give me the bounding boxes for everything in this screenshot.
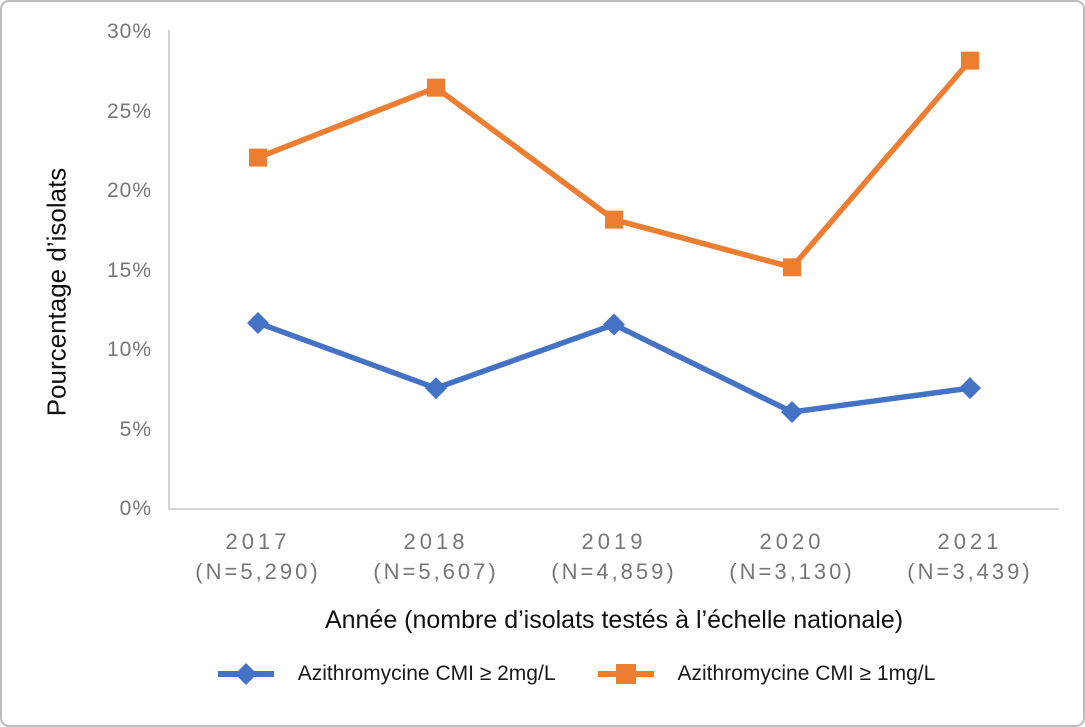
data-point-diamond (781, 401, 803, 424)
category-year: 2020 (759, 529, 825, 554)
y-tick-label: 20% (106, 179, 152, 202)
y-tick-label: 30% (106, 20, 152, 43)
category-year: 2017 (225, 529, 291, 554)
data-point-diamond (247, 311, 269, 334)
category-year: 2019 (581, 529, 647, 554)
category-n-count: (N=3,439) (907, 559, 1033, 584)
y-tick-label: 15% (106, 258, 152, 282)
x-category-label: 2021 (N=3,439) (881, 527, 1059, 587)
category-n-count: (N=3,130) (729, 559, 855, 584)
series-line-0 (255, 320, 973, 415)
category-n-count: (N=4,859) (551, 559, 677, 584)
data-point-diamond (959, 377, 981, 400)
legend-item-0: Azithromycine CMI ≥ 2mg/L (217, 662, 556, 686)
x-category-label: 2017 (N=5,290) (169, 527, 347, 587)
y-tick-label: 25% (106, 99, 152, 123)
x-category-label: 2018 (N=5,607) (347, 527, 525, 587)
series-line-1 (255, 57, 973, 271)
chart-legend: Azithromycine CMI ≥ 2mg/L Azithromycine C… (34, 662, 1083, 686)
data-point-square (783, 258, 801, 277)
data-point-square (427, 78, 445, 97)
data-point-diamond (425, 377, 447, 400)
data-point-diamond (603, 313, 625, 336)
data-point-square (605, 210, 623, 229)
category-n-count: (N=5,607) (373, 559, 499, 584)
category-year: 2018 (403, 529, 469, 554)
y-tick-label: 0% (119, 497, 152, 520)
category-n-count: (N=5,290) (195, 559, 321, 584)
x-axis-title: Année (nombre d’isolats testés à l’échel… (324, 606, 904, 634)
category-year: 2021 (937, 529, 1003, 554)
legend-label: Azithromycine CMI ≥ 1mg/L (677, 662, 936, 685)
x-category-label: 2019 (N=4,859) (525, 527, 703, 587)
legend-label: Azithromycine CMI ≥ 2mg/L (297, 662, 556, 685)
y-tick-label: 5% (119, 417, 152, 441)
x-category-label: 2020 (N=3,130) (703, 527, 881, 587)
legend-item-1: Azithromycine CMI ≥ 1mg/L (597, 662, 936, 686)
data-point-square (961, 51, 979, 70)
data-point-square (249, 148, 267, 167)
legend-square-marker-icon (597, 664, 654, 684)
legend-diamond-marker-icon (217, 663, 274, 685)
y-tick-label: 10% (106, 338, 152, 361)
y-axis-title: Pourcentage d’isolats (41, 167, 72, 417)
